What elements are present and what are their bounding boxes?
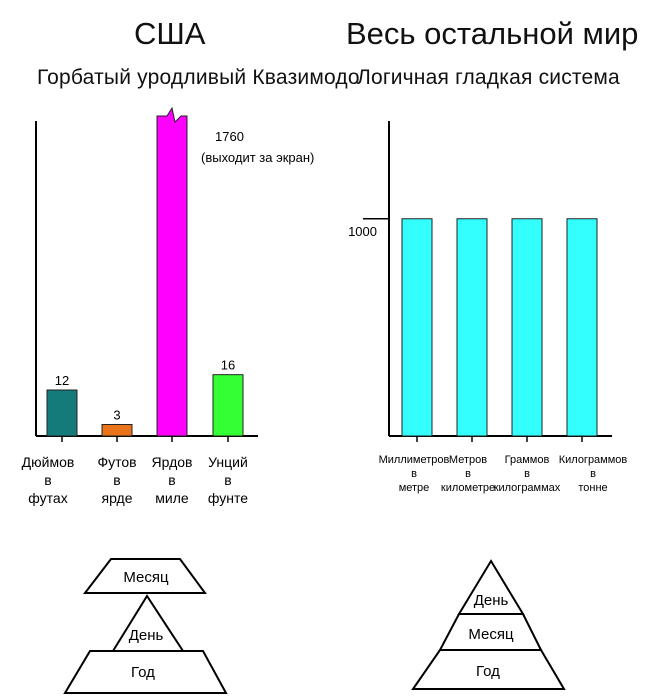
right-y-tick-label: 1000 xyxy=(348,224,377,239)
right-pyramid-middle-label: Месяц xyxy=(468,626,514,643)
left-x-label-0-1: в xyxy=(44,472,51,488)
left-x-label-1-2: ярде xyxy=(101,490,132,506)
left-x-label-3-0: Унций xyxy=(208,454,248,470)
right-x-label-1-0: Метров xyxy=(449,454,487,466)
right-pyramid: День Месяц Год xyxy=(411,559,566,690)
left-x-label-0-2: футах xyxy=(28,490,67,506)
left-bar-value-0: 12 xyxy=(55,373,69,388)
right-bar-0 xyxy=(401,218,433,437)
right-x-label-3-2: тонне xyxy=(578,482,607,494)
right-x-label-1-1: в xyxy=(465,468,471,480)
left-pyramid-top-label: Месяц xyxy=(123,569,169,586)
left-x-label-2-2: миле xyxy=(155,490,189,506)
right-x-label-0-0: Миллиметров xyxy=(379,454,450,466)
left-bar-0 xyxy=(46,389,78,437)
left-x-label-0-0: Дюймов xyxy=(22,454,75,470)
metric-units-bar-chart: 1000 Миллиметров в метре Метров в километре Гра… xyxy=(348,121,628,494)
right-pyramid-bottom-block xyxy=(411,649,566,690)
left-chart-subtitle: Горбатый уродливый Квазимодо xyxy=(37,66,360,89)
right-x-label-2-1: в xyxy=(524,468,530,480)
left-bar-value-2: 1760 xyxy=(215,129,244,144)
left-x-label-3-1: в xyxy=(224,472,231,488)
right-x-label-1-2: километре xyxy=(441,482,495,494)
right-x-label-3-0: Килограммов xyxy=(559,454,628,466)
pyramids-area: Месяц День Год День Месяц Год xyxy=(63,558,566,694)
right-x-label-2-2: килограммах xyxy=(494,482,561,494)
left-pyramid: Месяц День Год xyxy=(63,558,228,694)
right-pyramid-bottom-label: Год xyxy=(476,663,500,680)
left-chart-title: США xyxy=(134,16,206,51)
right-chart-title: Весь остальной мир xyxy=(346,16,639,51)
right-chart-subtitle: Логичная гладкая система xyxy=(357,66,620,89)
left-pyramid-middle-label: День xyxy=(129,627,164,644)
left-bar-2 xyxy=(156,106,188,437)
left-pyramid-top-block xyxy=(82,558,207,594)
left-bar-value-1: 3 xyxy=(113,408,120,423)
left-pyramid-bottom-block xyxy=(63,650,228,694)
left-overflow-note: (выходит за экран) xyxy=(201,150,314,165)
left-x-label-3-2: фунте xyxy=(208,490,248,506)
left-x-label-2-0: Ярдов xyxy=(152,454,193,470)
right-bar-2 xyxy=(511,218,543,437)
left-x-label-2-1: в xyxy=(168,472,175,488)
right-x-label-3-1: в xyxy=(590,468,596,480)
right-bar-1 xyxy=(456,218,488,437)
left-x-label-1-0: Футов xyxy=(97,454,136,470)
right-bar-3 xyxy=(566,218,598,437)
us-units-bar-chart: 12 Дюймов в футах 3 Футов в ярде 1760 (выходит за… xyxy=(22,106,314,506)
right-x-label-0-2: метре xyxy=(399,482,430,494)
right-x-label-2-0: Граммов xyxy=(505,454,550,466)
left-bar-3 xyxy=(212,374,244,437)
right-pyramid-top-label: День xyxy=(474,592,509,609)
left-x-label-1-1: в xyxy=(113,472,120,488)
left-bar-value-3: 16 xyxy=(221,358,235,373)
right-x-label-0-1: в xyxy=(411,468,417,480)
left-pyramid-bottom-label: Год xyxy=(131,664,155,681)
